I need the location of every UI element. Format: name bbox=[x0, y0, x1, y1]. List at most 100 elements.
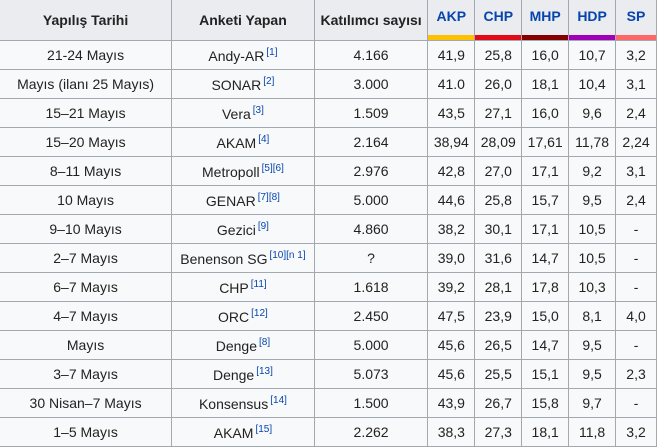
value-cell-sp: 3,1 bbox=[615, 156, 657, 186]
value-cell-hdp: 8,1 bbox=[568, 301, 617, 331]
table-row: 8–11 Mayıs Metropoll [5][6] 2.976 42,8 27,0 17… bbox=[0, 156, 657, 186]
value-cell-hdp: 11,78 bbox=[568, 127, 617, 157]
party-link[interactable]: SP bbox=[626, 8, 646, 24]
reference-link[interactable]: [9] bbox=[257, 220, 269, 232]
table-row: 1–5 Mayıs AKAM [15] 2.262 38,3 27,3 18,1 11,8 3,… bbox=[0, 417, 657, 447]
value-cell-akp: 41,9 bbox=[427, 40, 476, 70]
table-row: 6–7 Mayıs CHP [11] 1.618 39,2 28,1 17,8 10,3- bbox=[0, 272, 657, 302]
value-cell-mhp: 17,61 bbox=[521, 127, 570, 157]
table-row: 10 Mayıs GENAR [7][8] 5.000 44,6 25,8 15,7 9,5 2… bbox=[0, 185, 657, 215]
party-color-bar bbox=[616, 35, 656, 40]
reference-link[interactable]: [15] bbox=[255, 423, 273, 435]
reference-link[interactable]: [5][6] bbox=[261, 162, 284, 174]
value-cell-mhp: 17,1 bbox=[521, 156, 570, 186]
pollster-name: Konsensus bbox=[198, 395, 269, 412]
table-row: Mayıs (ilanı 25 Mayıs) SONAR [2] 3.000 41.0 2… bbox=[0, 69, 657, 99]
pollster-cell: Metropoll [5][6] bbox=[171, 156, 315, 186]
value-cell-sp: 2,4 bbox=[615, 98, 657, 128]
value-cell-mhp: 17,1 bbox=[521, 214, 570, 244]
table-row: 21-24 Mayıs Andy-AR [1] 4.166 41,9 25,8 16,0 10… bbox=[0, 40, 657, 70]
sample-cell: 5.000 bbox=[313, 330, 429, 360]
pollster-cell: AKAM [4] bbox=[171, 127, 315, 157]
value-cell-mhp: 14,7 bbox=[521, 243, 570, 273]
value-cell-mhp: 17,8 bbox=[521, 272, 570, 302]
value-cell-hdp: 10,5 bbox=[568, 243, 617, 273]
party-link[interactable]: HDP bbox=[577, 8, 607, 24]
value-cell-sp: 2,3 bbox=[615, 359, 657, 389]
date-cell: 15–20 Mayıs bbox=[0, 127, 173, 157]
party-color-bar bbox=[569, 35, 616, 40]
reference-link[interactable]: [7][8] bbox=[257, 191, 280, 203]
table-row: 30 Nisan–7 Mayıs Konsensus [14] 1.500 43,9 26… bbox=[0, 388, 657, 418]
value-cell-chp: 31,6 bbox=[474, 243, 523, 273]
value-cell-sp: 2,24 bbox=[615, 127, 657, 157]
reference-link[interactable]: [2] bbox=[263, 75, 275, 87]
value-cell-mhp: 18,1 bbox=[521, 69, 570, 99]
header-pollster[interactable]: Anketi Yapan bbox=[171, 0, 315, 41]
pollster-cell: Denge [8] bbox=[171, 330, 315, 360]
value-cell-akp: 38,2 bbox=[427, 214, 476, 244]
value-cell-sp: - bbox=[615, 330, 657, 360]
party-color-bar bbox=[428, 35, 475, 40]
reference-link[interactable]: [8] bbox=[259, 336, 271, 348]
party-link[interactable]: AKP bbox=[436, 8, 467, 24]
value-cell-hdp: 9,5 bbox=[568, 185, 617, 215]
party-link[interactable]: MHP bbox=[529, 8, 561, 24]
pollster-cell: CHP [11] bbox=[171, 272, 315, 302]
value-cell-hdp: 9,5 bbox=[568, 330, 617, 360]
party-link[interactable]: CHP bbox=[483, 8, 514, 24]
sample-cell: 1.500 bbox=[313, 388, 429, 418]
reference-link[interactable]: [10][n 1] bbox=[269, 249, 306, 261]
value-cell-akp: 38,3 bbox=[427, 417, 476, 447]
value-cell-hdp: 11,8 bbox=[568, 417, 617, 447]
pollster-name: Vera bbox=[221, 105, 251, 122]
value-cell-mhp: 16,0 bbox=[521, 98, 570, 128]
table-row: 15–21 Mayıs Vera [3] 1.509 43,5 27,1 16,0 9,6 2,… bbox=[0, 98, 657, 128]
value-cell-mhp: 15,8 bbox=[521, 388, 570, 418]
reference-link[interactable]: [3] bbox=[252, 104, 264, 116]
table-row: 4–7 Mayıs ORC [12] 2.450 47,5 23,9 15,0 8,1 4,0 bbox=[0, 301, 657, 331]
value-cell-sp: 4,0 bbox=[615, 301, 657, 331]
pollster-name: AKAM bbox=[216, 134, 257, 151]
pollster-name: Gezici bbox=[216, 221, 256, 238]
sample-cell: 3.000 bbox=[313, 69, 429, 99]
header-row: Yapılış Tarihi Anketi Yapan Katılımcı sa… bbox=[0, 0, 657, 41]
value-cell-chp: 26,5 bbox=[474, 330, 523, 360]
value-cell-chp: 27,3 bbox=[474, 417, 523, 447]
value-cell-chp: 27,0 bbox=[474, 156, 523, 186]
value-cell-akp: 45,6 bbox=[427, 330, 476, 360]
header-party-chp: CHP bbox=[474, 0, 523, 41]
value-cell-sp: - bbox=[615, 388, 657, 418]
party-color-bar bbox=[522, 35, 569, 40]
header-party-mhp: MHP bbox=[521, 0, 570, 41]
reference-link[interactable]: [4] bbox=[258, 133, 270, 145]
value-cell-sp: - bbox=[615, 272, 657, 302]
date-cell: 6–7 Mayıs bbox=[0, 272, 173, 302]
value-cell-mhp: 14,7 bbox=[521, 330, 570, 360]
value-cell-chp: 25,5 bbox=[474, 359, 523, 389]
pollster-cell: AKAM [15] bbox=[171, 417, 315, 447]
reference-link[interactable]: [13] bbox=[256, 365, 273, 377]
value-cell-chp: 25,8 bbox=[474, 40, 523, 70]
reference-link[interactable]: [11] bbox=[250, 278, 267, 290]
value-cell-chp: 27,1 bbox=[474, 98, 523, 128]
pollster-name: Denge bbox=[212, 366, 255, 383]
sample-cell: 1.509 bbox=[313, 98, 429, 128]
pollster-name: Metropoll bbox=[202, 163, 260, 180]
reference-link[interactable]: [14] bbox=[270, 394, 287, 406]
sample-cell: ? bbox=[313, 243, 429, 273]
date-cell: 2–7 Mayıs bbox=[0, 243, 173, 273]
header-sample[interactable]: Katılımcı sayısı bbox=[313, 0, 429, 41]
value-cell-akp: 42,8 bbox=[427, 156, 476, 186]
date-cell: 9–10 Mayıs bbox=[0, 214, 173, 244]
header-date[interactable]: Yapılış Tarihi bbox=[0, 0, 173, 41]
reference-link[interactable]: [12] bbox=[251, 307, 268, 319]
value-cell-mhp: 15,7 bbox=[521, 185, 570, 215]
date-cell: Mayıs bbox=[0, 330, 173, 360]
date-cell: Mayıs (ilanı 25 Mayıs) bbox=[0, 69, 173, 99]
pollster-cell: Benenson SG [10][n 1] bbox=[171, 243, 315, 273]
pollster-cell: SONAR [2] bbox=[171, 69, 315, 99]
value-cell-mhp: 15,1 bbox=[521, 359, 570, 389]
reference-link[interactable]: [1] bbox=[266, 46, 278, 58]
value-cell-chp: 30,1 bbox=[474, 214, 523, 244]
